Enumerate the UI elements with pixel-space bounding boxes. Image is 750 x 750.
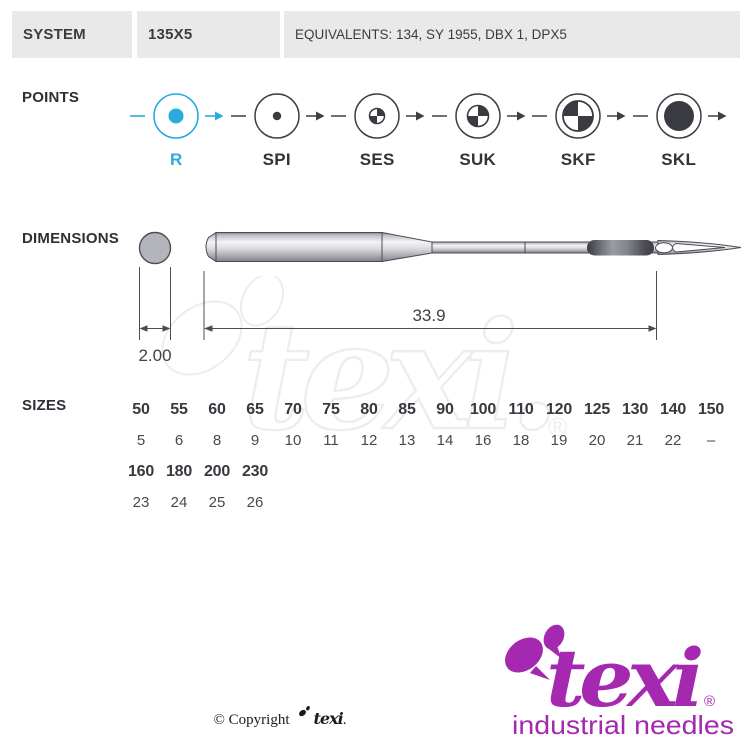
system-value-box: 135X5: [137, 11, 280, 58]
point-label-ses: SES: [359, 150, 395, 169]
point-skf-icon: [532, 93, 626, 139]
size-cell: 11: [323, 432, 339, 449]
size-cell: 22: [664, 432, 682, 449]
point-item-r: R: [126, 88, 227, 170]
shank-cross-section: [138, 231, 172, 265]
point-item-suk: SUK: [428, 88, 529, 170]
size-row-size: 23 24 25 26: [122, 487, 730, 518]
size-cell: 9: [250, 432, 260, 449]
size-cell: 50: [132, 400, 150, 418]
size-cell: 150: [697, 400, 725, 418]
texi-logo-wordmark: texi: [546, 631, 701, 725]
size-row-nm: 50 55 60 65 70 75 80 85 90 100 110 120 125 130 140 150: [122, 394, 730, 425]
size-cell: 21: [626, 432, 644, 449]
system-value: 135X5: [148, 26, 193, 43]
size-cell: 200: [203, 462, 231, 480]
point-spi-icon: [230, 93, 325, 139]
system-label-box: SYSTEM: [12, 11, 132, 58]
needle-diagram: 2.00 33.9: [138, 231, 742, 365]
point-item-skf: SKF: [528, 88, 629, 170]
size-cell: 60: [208, 400, 226, 418]
points-section-label: POINTS: [22, 89, 80, 106]
point-item-skl: SKL: [629, 88, 730, 170]
size-cell: 16: [474, 432, 492, 449]
size-cell: 100: [469, 400, 497, 418]
size-cell: 25: [208, 494, 226, 511]
equivalents-text: EQUIVALENTS: 134, SY 1955, DBX 1, DPX5: [295, 27, 567, 42]
size-cell: 6: [174, 432, 184, 449]
point-r-icon: [130, 93, 224, 139]
dimensions-section-label: DIMENSIONS: [22, 230, 120, 247]
point-label-spi: SPI: [262, 150, 291, 169]
size-cell: 75: [322, 400, 340, 418]
size-cell: 160: [127, 462, 155, 480]
texi-logo: texi ® industrial needles: [498, 622, 746, 749]
shank-diameter-value: 2.00: [138, 346, 171, 365]
texi-logo-leaves-icon: [505, 624, 565, 680]
copyright-text: © Copyright: [213, 712, 290, 728]
size-row-nm: 160 180 200 230: [122, 456, 730, 487]
size-cell: 90: [436, 400, 454, 418]
size-cell: –: [706, 432, 716, 449]
size-cell: 20: [588, 432, 606, 449]
size-cell: 14: [436, 432, 454, 449]
point-ses-icon: [331, 93, 425, 139]
size-cell: 5: [136, 432, 146, 449]
needle-length-value: 33.9: [412, 306, 445, 325]
point-label-r: R: [169, 150, 183, 169]
point-skl-icon: [632, 93, 727, 139]
point-label-skf: SKF: [560, 150, 596, 169]
point-suk-icon: [431, 93, 526, 139]
size-cell: 12: [360, 432, 378, 449]
point-label-suk: SUK: [459, 150, 497, 169]
texi-logo-tagline: industrial needles: [512, 710, 734, 740]
size-cell: 8: [212, 432, 222, 449]
size-cell: 85: [398, 400, 416, 418]
copyright-brand: texi: [313, 709, 344, 728]
size-cell: 24: [170, 494, 188, 511]
size-cell: 110: [508, 400, 534, 418]
size-cell: 140: [659, 400, 687, 418]
size-cell: 125: [583, 400, 611, 418]
sizes-section-label: SIZES: [22, 397, 67, 414]
size-row-size: 5 6 8 9 10 11 12 13 14 16 18 19 20 21 22 –: [122, 425, 730, 456]
size-cell: 65: [246, 400, 264, 418]
equivalents-box: EQUIVALENTS: 134, SY 1955, DBX 1, DPX5: [284, 11, 740, 58]
size-cell: 26: [246, 494, 264, 511]
copyright-period: .: [342, 712, 347, 728]
point-item-spi: SPI: [227, 88, 328, 170]
size-cell: 230: [241, 462, 269, 480]
needle-scarf: [587, 240, 654, 256]
size-cell: 23: [132, 494, 150, 511]
needle-groove: [672, 243, 726, 253]
size-cell: 55: [170, 400, 188, 418]
points-row: R SPI: [126, 88, 729, 170]
point-label-skl: SKL: [661, 150, 697, 169]
sizes-table: 50 55 60 65 70 75 80 85 90 100 110 120 125 130 140 150 5…: [122, 394, 730, 518]
size-cell: 19: [550, 432, 568, 449]
needle-shank: [215, 232, 383, 262]
needle-butt: [205, 231, 217, 263]
needle-taper: [381, 231, 433, 263]
size-cell: 80: [360, 400, 378, 418]
needle-eye: [655, 242, 673, 254]
point-item-ses: SES: [327, 88, 428, 170]
system-label: SYSTEM: [23, 26, 86, 43]
texi-logo-registered: ®: [704, 693, 715, 710]
size-cell: 18: [512, 432, 530, 449]
texi-mini-leaves-icon: [298, 705, 310, 717]
size-cell: 180: [165, 462, 193, 480]
copyright-line: © Copyright texi .: [0, 705, 560, 729]
size-cell: 13: [398, 432, 416, 449]
size-cell: 130: [621, 400, 649, 418]
size-cell: 120: [545, 400, 573, 418]
size-cell: 70: [284, 400, 302, 418]
size-cell: 10: [284, 432, 302, 449]
